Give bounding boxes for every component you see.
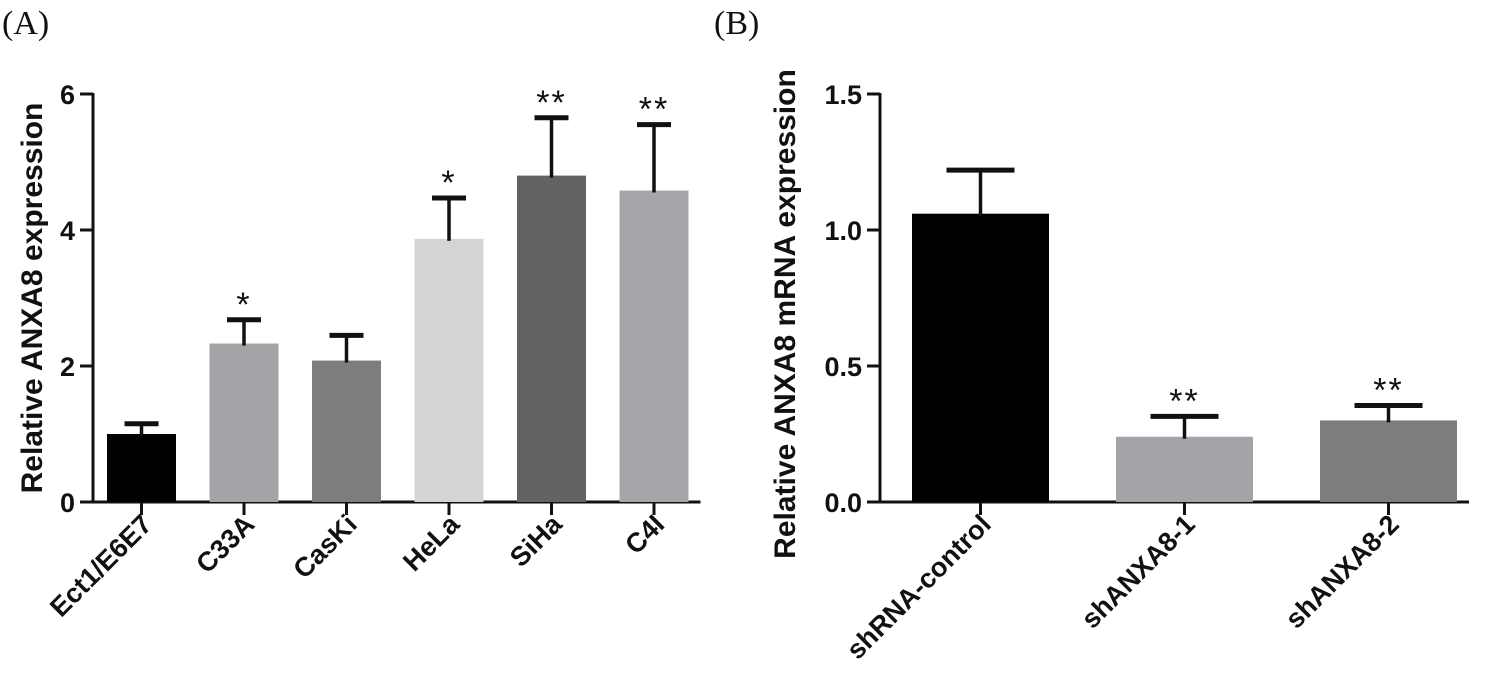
panel-b: (B) Relative ANXA8 mRNA expression 0.0 0.5 1… bbox=[714, 5, 1469, 665]
panel-a: (A) Relative ANXA8 expression 0 2 4 6 Ect1/E6E… bbox=[2, 5, 701, 623]
bar-shanxa8-2 bbox=[1320, 420, 1457, 502]
significance-marker: * bbox=[441, 164, 456, 202]
y-tick-label: 0 bbox=[60, 488, 75, 518]
x-category-label: C4I bbox=[619, 509, 670, 560]
y-tick-label: 0.5 bbox=[824, 352, 862, 382]
significance-marker: * bbox=[236, 286, 251, 324]
bar-ect1-e6e7 bbox=[107, 434, 176, 502]
x-category-label: shRNA-control bbox=[841, 509, 997, 665]
bar-siha bbox=[517, 175, 586, 502]
x-category-label: C33A bbox=[190, 509, 260, 579]
y-tick-label: 1.0 bbox=[824, 216, 862, 246]
bar-caski bbox=[312, 360, 381, 502]
x-category-label: shANXA8-2 bbox=[1280, 509, 1405, 634]
bar-c33a bbox=[209, 343, 279, 502]
y-tick-label: 0.0 bbox=[824, 488, 862, 518]
bar-c4i bbox=[619, 190, 689, 502]
bar-shrna-control bbox=[912, 213, 1049, 502]
x-category-label: Ect1/E6E7 bbox=[44, 509, 158, 623]
panel-label: (A) bbox=[2, 5, 49, 42]
y-tick-label: 6 bbox=[60, 80, 75, 110]
significance-marker: ** bbox=[536, 84, 566, 122]
y-tick-label: 4 bbox=[60, 216, 75, 246]
significance-marker: ** bbox=[1169, 382, 1199, 420]
significance-marker: ** bbox=[639, 91, 669, 129]
panel-label: (B) bbox=[714, 5, 759, 42]
y-tick-label: 1.5 bbox=[824, 80, 862, 110]
bar-shanxa8-1 bbox=[1116, 436, 1253, 502]
x-category-label: CasKi bbox=[287, 509, 362, 584]
x-category-label: HeLa bbox=[397, 508, 466, 577]
x-category-label: shANXA8-1 bbox=[1076, 509, 1201, 634]
y-axis-title: Relative ANXA8 mRNA expression bbox=[769, 69, 802, 559]
bar-hela bbox=[414, 238, 484, 502]
x-category-label: SiHa bbox=[504, 508, 568, 572]
y-axis-title: Relative ANXA8 expression bbox=[16, 103, 49, 494]
y-tick-label: 2 bbox=[60, 352, 75, 382]
significance-marker: ** bbox=[1373, 371, 1403, 409]
